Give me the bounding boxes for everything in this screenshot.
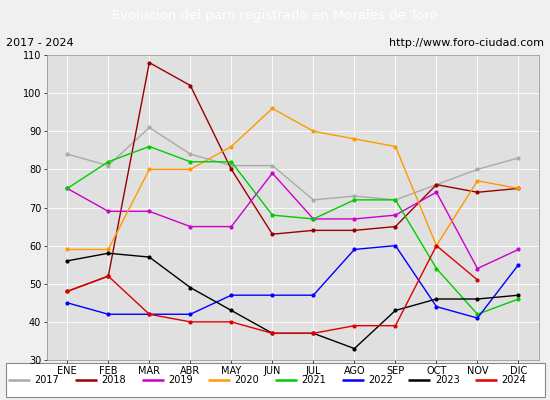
Text: Evolucion del paro registrado en Morales de Toro: Evolucion del paro registrado en Morales…: [112, 8, 438, 22]
Text: 2017: 2017: [35, 375, 59, 385]
Text: 2024: 2024: [502, 375, 526, 385]
Text: 2019: 2019: [168, 375, 192, 385]
Text: 2021: 2021: [301, 375, 326, 385]
Text: 2022: 2022: [368, 375, 393, 385]
FancyBboxPatch shape: [6, 363, 544, 397]
Text: 2023: 2023: [435, 375, 460, 385]
Text: 2020: 2020: [235, 375, 260, 385]
Text: http://www.foro-ciudad.com: http://www.foro-ciudad.com: [389, 38, 544, 48]
Text: 2017 - 2024: 2017 - 2024: [6, 38, 73, 48]
Text: 2018: 2018: [101, 375, 126, 385]
